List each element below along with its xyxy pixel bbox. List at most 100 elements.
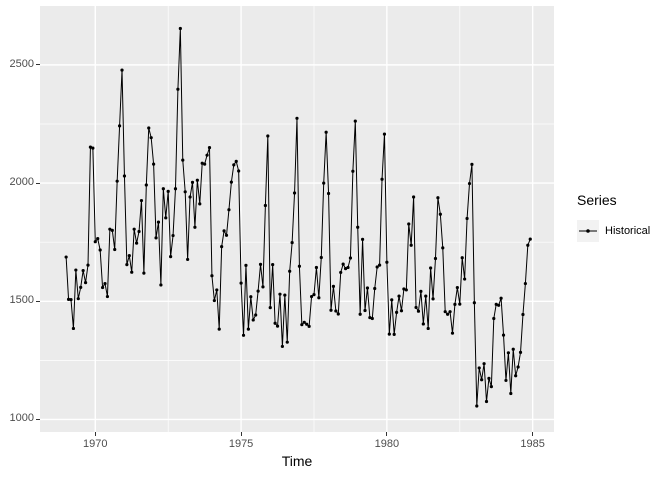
data-point <box>450 331 455 335</box>
legend-item-label: Historical <box>605 225 651 237</box>
data-point <box>419 289 423 293</box>
data-point <box>343 267 348 271</box>
x-tick-mark <box>532 432 534 436</box>
data-point <box>309 294 314 299</box>
data-point <box>285 340 289 344</box>
y-tick-label: 2000 <box>9 176 34 189</box>
x-tick-mark <box>240 432 242 436</box>
data-point <box>487 376 491 380</box>
data-point <box>390 298 394 302</box>
data-point <box>256 289 260 293</box>
data-point <box>528 237 532 241</box>
data-point <box>254 313 258 317</box>
data-point <box>203 162 207 166</box>
data-point <box>113 247 117 252</box>
data-point <box>130 270 134 274</box>
data-point <box>176 87 180 91</box>
plot-panel <box>40 6 554 432</box>
data-point <box>64 255 68 259</box>
x-tick-label: 1980 <box>374 438 400 450</box>
data-point <box>266 134 270 138</box>
data-point <box>139 198 144 203</box>
data-point <box>446 312 450 316</box>
data-point <box>412 195 416 199</box>
data-point <box>166 189 170 193</box>
data-point <box>173 187 178 191</box>
data-point <box>480 378 484 382</box>
data-point <box>526 243 530 247</box>
y-tick-label: 2500 <box>9 57 34 70</box>
data-point <box>521 312 525 317</box>
data-point <box>103 281 107 286</box>
data-point <box>147 126 151 130</box>
data-point <box>220 245 224 249</box>
data-point <box>241 333 246 337</box>
data-point <box>100 285 105 290</box>
data-point <box>108 227 112 231</box>
data-point <box>322 181 326 185</box>
data-point <box>207 146 212 150</box>
data-point <box>463 277 467 281</box>
data-point <box>229 180 233 184</box>
data-point <box>511 347 515 351</box>
data-point <box>501 333 506 337</box>
data-point <box>212 298 216 303</box>
data-point <box>312 293 316 297</box>
data-point <box>125 263 129 267</box>
data-point <box>351 169 355 173</box>
data-point <box>190 180 195 184</box>
data-point <box>149 136 153 140</box>
data-point <box>251 318 255 322</box>
data-point <box>193 225 197 229</box>
data-point <box>217 327 221 331</box>
x-tick-label: 1985 <box>520 438 545 450</box>
series-line-historical <box>65 28 531 407</box>
data-point <box>341 262 345 266</box>
data-point <box>268 306 272 310</box>
legend-item-historical: Historical <box>577 220 650 242</box>
data-point <box>504 378 508 383</box>
data-point <box>499 296 503 300</box>
data-point <box>358 312 362 316</box>
data-point <box>205 153 209 157</box>
data-point <box>69 298 73 302</box>
data-point <box>368 315 372 320</box>
data-point <box>93 240 97 244</box>
data-point <box>186 257 190 262</box>
data-point <box>516 365 520 369</box>
data-point <box>431 297 435 301</box>
x-tick-mark <box>386 432 388 436</box>
y-tick-mark <box>36 418 40 420</box>
data-point <box>152 162 156 166</box>
data-point <box>76 297 80 301</box>
data-point <box>261 285 265 289</box>
data-point <box>271 263 275 267</box>
data-point <box>110 228 114 232</box>
data-point <box>458 302 462 306</box>
data-point <box>373 286 377 291</box>
legend: Series Historical <box>577 192 650 242</box>
data-point <box>331 284 336 288</box>
data-point <box>407 222 411 226</box>
data-point <box>387 332 391 336</box>
data-point <box>429 266 433 270</box>
data-point <box>171 233 175 238</box>
data-point <box>518 350 523 354</box>
data-point <box>132 227 136 231</box>
data-point <box>81 268 85 273</box>
data-point <box>382 132 387 136</box>
data-point <box>79 285 83 289</box>
data-point <box>339 270 343 275</box>
data-point <box>169 254 173 259</box>
data-point <box>195 178 199 182</box>
data-point <box>385 260 389 264</box>
data-point <box>494 302 498 306</box>
data-point <box>314 265 319 270</box>
data-point <box>144 183 148 187</box>
data-point <box>224 233 229 237</box>
x-tick-label: 1970 <box>83 438 108 450</box>
data-point <box>436 196 440 200</box>
data-point <box>154 236 158 240</box>
data-point <box>329 308 333 312</box>
data-point <box>353 119 357 123</box>
